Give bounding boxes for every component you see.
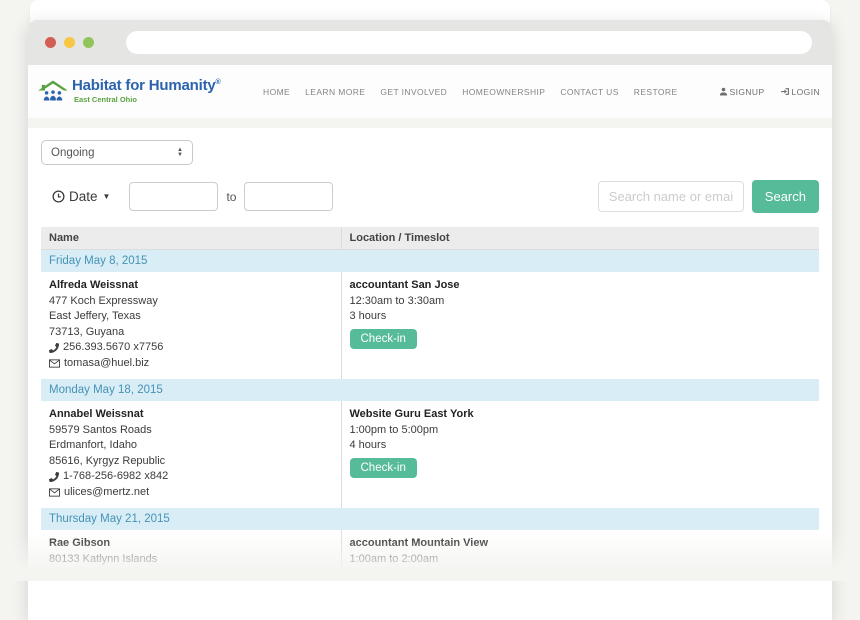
search-button[interactable]: Search: [751, 180, 819, 213]
address-line: 85616, Kyrgyz Republic: [49, 454, 166, 467]
url-bar[interactable]: [126, 31, 812, 54]
date-filter-dropdown[interactable]: Date: [52, 189, 110, 204]
login-link[interactable]: LOGIN: [780, 87, 820, 97]
timeslot-cell: accountant San Jose 12:30am to 3:30am 3 …: [340, 272, 819, 379]
event-time: 12:30am to 3:30am: [349, 294, 445, 307]
address-line: 59579 Santos Roads: [49, 423, 152, 436]
volunteer-cell: Alfreda Weissnat 477 Koch Expressway Eas…: [41, 272, 341, 379]
email-line: tomasa@huel.biz: [49, 356, 333, 372]
volunteer-cell: Rae Gibson 80133 Katlynn Islands: [41, 530, 341, 575]
site-header: Habitat for Humanity® East Central Ohio …: [28, 65, 832, 118]
address-line: Erdmanfort, Idaho: [49, 439, 138, 451]
date-group-header: Thursday May 21, 2015: [41, 508, 819, 530]
table-row: Rae Gibson 80133 Katlynn Islands account…: [41, 530, 819, 575]
event-duration: 3 hours: [349, 310, 387, 322]
nav-learn-more[interactable]: LEARN MORE: [305, 86, 366, 97]
phone-icon: [49, 342, 59, 353]
main-nav: HOME LEARN MORE GET INVOLVED HOMEOWNERSH…: [248, 87, 820, 97]
browser-window: Habitat for Humanity® East Central Ohio …: [28, 20, 832, 620]
volunteer-name: Alfreda Weissnat: [49, 279, 139, 291]
nav-homeownership[interactable]: HOMEOWNERSHIP: [462, 86, 546, 97]
search-input[interactable]: [597, 181, 744, 212]
browser-titlebar: [28, 20, 832, 65]
phone-line: 256.393.5670 x7756: [49, 340, 333, 356]
events-table: Name Location / Timeslot Friday May 8, 2…: [41, 227, 819, 575]
nav-home[interactable]: HOME: [263, 86, 291, 97]
phone-line: 1-768-256-6982 x842: [49, 469, 333, 485]
phone-icon: [49, 471, 59, 482]
date-filter-label: Date: [69, 189, 98, 204]
date-to-input[interactable]: [244, 182, 334, 211]
event-duration: 4 hours: [349, 439, 387, 451]
volunteer-cell: Annabel Weissnat 59579 Santos Roads Erdm…: [41, 401, 341, 508]
envelope-icon: [49, 488, 60, 497]
logo-subtitle: East Central Ohio: [74, 95, 137, 104]
volunteer-name: Rae Gibson: [49, 537, 111, 549]
checkin-button[interactable]: Check-in: [349, 328, 417, 349]
email-line: ulices@mertz.net: [49, 485, 333, 501]
event-title: accountant Mountain View: [349, 537, 489, 549]
habitat-house-icon: [38, 80, 68, 101]
column-header-location: Location / Timeslot: [341, 227, 819, 250]
address-line: 73713, Guyana: [49, 325, 125, 338]
address-line: 477 Koch Expressway: [49, 294, 158, 307]
nav-restore[interactable]: RESTORE: [633, 86, 678, 97]
column-header-name: Name: [41, 227, 342, 250]
date-from-input[interactable]: [129, 182, 219, 211]
timeslot-cell: accountant Mountain View 1:00am to 2:00a…: [340, 530, 819, 575]
close-window-icon[interactable]: [45, 37, 56, 48]
event-time: 1:00am to 2:00am: [349, 552, 439, 565]
table-row: Annabel Weissnat 59579 Santos Roads Erdm…: [41, 401, 819, 508]
address-line: 80133 Katlynn Islands: [49, 552, 158, 565]
date-group-header: Friday May 8, 2015: [41, 249, 819, 272]
volunteer-name: Annabel Weissnat: [49, 408, 144, 420]
header-content-divider: [28, 118, 832, 128]
nav-get-involved[interactable]: GET INVOLVED: [380, 86, 448, 97]
date-group-header: Monday May 18, 2015: [41, 379, 819, 401]
signup-link[interactable]: SIGNUP: [719, 87, 765, 97]
maximize-window-icon[interactable]: [83, 37, 94, 48]
nav-contact-us[interactable]: CONTACT US: [560, 86, 619, 97]
status-filter-select[interactable]: Ongoing: [41, 140, 193, 165]
table-row: Alfreda Weissnat 477 Koch Expressway Eas…: [41, 272, 819, 379]
select-stepper-icon: [177, 148, 183, 158]
checkin-button[interactable]: Check-in: [349, 457, 417, 478]
page-content: Ongoing Date to Search: [28, 128, 832, 575]
address-line: East Jeffery, Texas: [49, 310, 141, 322]
envelope-icon: [49, 359, 60, 368]
table-header-row: Name Location / Timeslot: [41, 227, 819, 250]
login-icon: [780, 88, 789, 95]
logo-title: Habitat for Humanity®: [72, 77, 221, 94]
timeslot-cell: Website Guru East York 1:00pm to 5:00pm …: [340, 401, 819, 508]
clock-icon: [52, 190, 65, 203]
status-filter-value: Ongoing: [51, 146, 95, 159]
user-icon: [719, 87, 727, 96]
date-range-to-label: to: [226, 189, 237, 204]
event-time: 1:00pm to 5:00pm: [349, 423, 439, 436]
event-title: Website Guru East York: [349, 408, 474, 420]
minimize-window-icon[interactable]: [64, 37, 75, 48]
habitat-logo[interactable]: Habitat for Humanity® East Central Ohio: [37, 77, 221, 106]
filter-row: Date to Search: [41, 180, 819, 213]
event-title: accountant San Jose: [349, 279, 460, 291]
caret-down-icon: [103, 192, 111, 201]
